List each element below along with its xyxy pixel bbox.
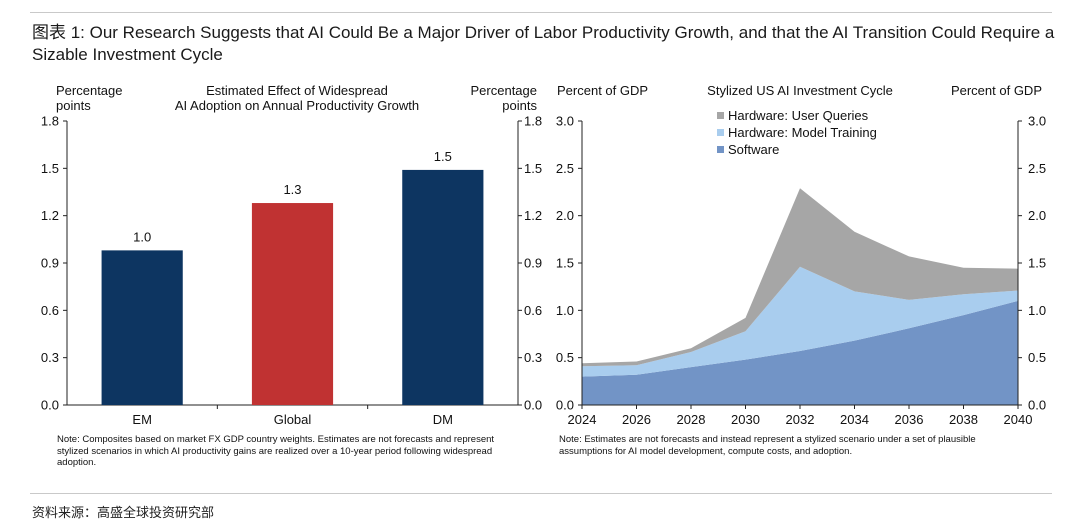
bar-data-label: 1.3 (283, 182, 301, 197)
legend-swatch (717, 129, 724, 136)
left-x-tick-label: EM (132, 412, 152, 427)
right-x-tick-label: 2028 (677, 412, 706, 427)
left-right-y-tick-label: 1.5 (524, 161, 542, 176)
legend-label: Hardware: Model Training (728, 125, 877, 140)
left-right-y-tick-label: 1.2 (524, 208, 542, 223)
left-right-y-tick-label: 0.0 (524, 398, 542, 413)
bar-data-label: 1.5 (434, 149, 452, 164)
source-label: 资料来源：高盛全球投资研究部 (32, 506, 215, 521)
right-right-y-tick-label: 0.0 (1028, 398, 1046, 413)
right-right-axis-label: Percent of GDP (951, 83, 1042, 98)
top-rule (30, 12, 1052, 13)
left-right-axis-label: Percentage (471, 83, 538, 98)
right-right-y-tick-label: 2.5 (1028, 161, 1046, 176)
left-chart-title: AI Adoption on Annual Productivity Growt… (175, 98, 419, 113)
bar-dm (402, 169, 484, 405)
right-x-tick-label: 2038 (949, 412, 978, 427)
legend-label: Software (728, 142, 779, 157)
right-x-tick-label: 2032 (786, 412, 815, 427)
left-y-tick-label: 0.6 (41, 303, 59, 318)
right-y-tick-label: 3.0 (556, 114, 574, 129)
right-right-y-tick-label: 0.5 (1028, 350, 1046, 365)
left-y-tick-label: 0.9 (41, 256, 59, 271)
left-chart-title: Estimated Effect of Widespread (206, 83, 388, 98)
right-x-tick-label: 2024 (568, 412, 597, 427)
left-right-y-tick-label: 0.9 (524, 256, 542, 271)
right-right-y-tick-label: 2.0 (1028, 208, 1046, 223)
right-chart-note: Note: Estimates are not forecasts and in… (559, 434, 976, 457)
right-y-tick-label: 1.0 (556, 303, 574, 318)
left-y-tick-label: 0.3 (41, 350, 59, 365)
left-y-tick-label: 1.5 (41, 161, 59, 176)
right-y-tick-label: 2.5 (556, 161, 574, 176)
area-hardware-model-training (582, 266, 1018, 377)
area-software (582, 300, 1018, 405)
left-y-tick-label: 0.0 (41, 398, 59, 413)
bar-em (101, 250, 183, 405)
figure-title: 图表 1: Our Research Suggests that AI Coul… (32, 23, 1055, 64)
left-y-axis-label: points (56, 98, 91, 113)
left-y-axis-label: Percentage (56, 83, 123, 98)
legend-swatch (717, 146, 724, 153)
left-x-tick-label: Global (274, 412, 312, 427)
area-hardware-user-queries (582, 188, 1018, 367)
right-y-tick-label: 0.5 (556, 350, 574, 365)
right-chart-title: Stylized US AI Investment Cycle (707, 83, 893, 98)
right-x-tick-label: 2030 (731, 412, 760, 427)
bar-data-label: 1.0 (133, 229, 151, 244)
right-x-tick-label: 2040 (1004, 412, 1033, 427)
bar-global (251, 203, 334, 405)
left-chart-note: Note: Composites based on market FX GDP … (57, 434, 495, 468)
legend-swatch (717, 112, 724, 119)
left-right-y-tick-label: 1.8 (524, 114, 542, 129)
right-right-y-tick-label: 1.0 (1028, 303, 1046, 318)
right-y-tick-label: 0.0 (556, 398, 574, 413)
bottom-rule (30, 493, 1052, 494)
legend-label: Hardware: User Queries (728, 108, 869, 123)
right-right-y-tick-label: 3.0 (1028, 114, 1046, 129)
left-x-tick-label: DM (433, 412, 453, 427)
left-right-y-tick-label: 0.3 (524, 350, 542, 365)
right-x-tick-label: 2034 (840, 412, 869, 427)
right-x-tick-label: 2036 (895, 412, 924, 427)
right-y-tick-label: 2.0 (556, 208, 574, 223)
right-y-tick-label: 1.5 (556, 256, 574, 271)
left-y-tick-label: 1.8 (41, 114, 59, 129)
right-right-y-tick-label: 1.5 (1028, 256, 1046, 271)
right-x-tick-label: 2026 (622, 412, 651, 427)
right-y-axis-label: Percent of GDP (557, 83, 648, 98)
left-right-y-tick-label: 0.6 (524, 303, 542, 318)
left-y-tick-label: 1.2 (41, 208, 59, 223)
left-right-axis-label: points (502, 98, 537, 113)
